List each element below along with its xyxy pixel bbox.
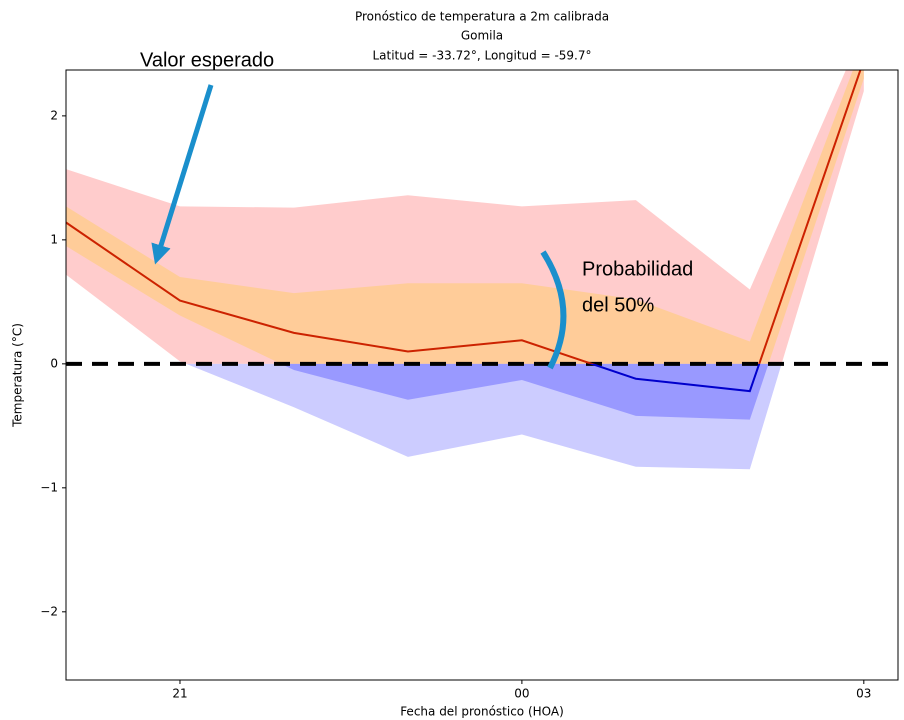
y-tick-label: 0 bbox=[50, 356, 58, 370]
annotation: del 50% bbox=[582, 294, 654, 316]
chart-subtitle: Gomila bbox=[461, 29, 503, 43]
annotation-arrow bbox=[151, 84, 214, 265]
annotation: Valor esperado bbox=[140, 49, 274, 71]
chart-subtitle: Latitud = -33.72°, Longitud = -59.7° bbox=[372, 49, 591, 63]
y-tick-label: −1 bbox=[40, 480, 58, 494]
annotation: Probabilidad bbox=[582, 258, 693, 280]
y-tick-label: 2 bbox=[50, 108, 58, 122]
band bbox=[280, 363, 769, 420]
x-tick-label: 00 bbox=[514, 687, 529, 701]
plot-frame bbox=[65, 69, 899, 681]
annotation-bracket bbox=[540, 250, 567, 370]
y-axis-label: Temperatura (°C) bbox=[11, 323, 25, 428]
band bbox=[66, 70, 864, 364]
line bbox=[588, 363, 761, 393]
y-tick-label: −2 bbox=[40, 604, 58, 618]
chart-title: Pronóstico de temperatura a 2m calibrada bbox=[355, 10, 609, 24]
x-tick-label: 03 bbox=[856, 687, 871, 701]
x-axis-label: Fecha del pronóstico (HOA) bbox=[400, 705, 564, 719]
y-tick-label: 1 bbox=[50, 232, 58, 246]
x-tick-label: 21 bbox=[172, 687, 187, 701]
line bbox=[66, 70, 862, 364]
